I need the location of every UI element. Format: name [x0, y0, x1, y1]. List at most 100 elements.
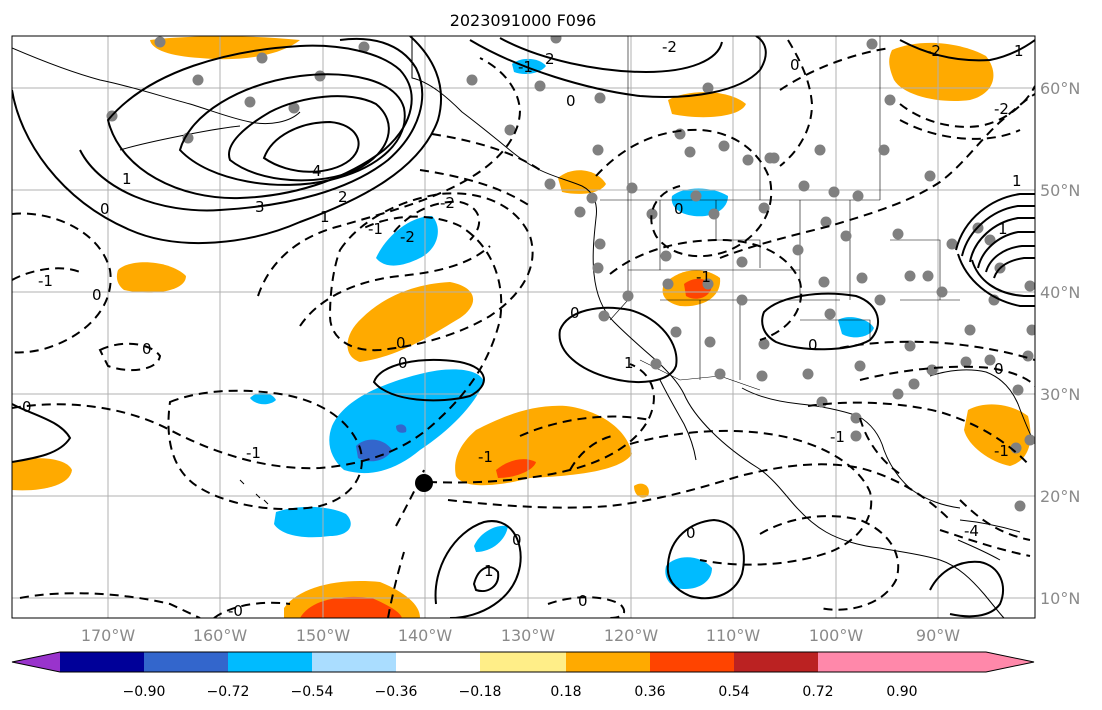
contour-label: -4 — [964, 522, 979, 540]
contour-label: 0 — [578, 592, 588, 610]
contour-label: 2 — [545, 50, 555, 68]
cyan-region — [474, 525, 508, 552]
colorbar-segment — [734, 652, 818, 672]
lon-tick-label: 120°W — [604, 626, 659, 645]
contour-label: -2 — [926, 42, 941, 60]
contour-label: 0 — [808, 336, 818, 354]
colorbar-tick-label: 0.90 — [886, 684, 917, 700]
lon-tick-label: 100°W — [809, 626, 864, 645]
contour-label: 1 — [320, 208, 330, 226]
orange-region — [455, 405, 632, 486]
colorbar-tick-label: −0.90 — [123, 684, 166, 700]
contour-label: 0 — [686, 524, 696, 542]
lat-tick-label: 20°N — [1040, 487, 1080, 506]
map-frame — [11, 35, 1036, 619]
gridlines — [12, 36, 1035, 618]
contour-label: 1 — [1014, 42, 1024, 60]
contour-label: 0 — [512, 531, 522, 549]
contour-label: -1 — [368, 220, 383, 238]
red-region — [496, 459, 536, 478]
contour-label: 2 — [338, 188, 348, 206]
lon-tick-label: 170°W — [81, 626, 136, 645]
lon-tick-label: 110°W — [706, 626, 761, 645]
cyan-region — [250, 392, 276, 405]
shaded-anomalies — [12, 36, 1031, 618]
contour-label: -1 — [518, 58, 533, 76]
contour-label: 0 — [22, 398, 32, 416]
lat-tick-label: 10°N — [1040, 589, 1080, 608]
map-area — [12, 36, 1035, 618]
contour-label: 1 — [998, 220, 1008, 238]
red-region — [300, 596, 402, 618]
contour-label: -0 — [228, 602, 243, 620]
contour-label: 0 — [566, 92, 576, 110]
contour-label: 0 — [100, 200, 110, 218]
contour-label: 1 — [624, 354, 634, 372]
colorbar-segment — [144, 652, 228, 672]
contour-labels: 4 3 2 1 1 0 -1 0 0 0 -1 -0 -1 -2 -2 0 0 … — [22, 38, 1024, 620]
colorbar-segment — [480, 652, 566, 672]
lat-tick-label: 50°N — [1040, 181, 1080, 200]
contour-label: -1 — [246, 444, 261, 462]
latitude-axis: 60°N 50°N 40°N 30°N 20°N 10°N — [1040, 79, 1080, 608]
colorbar-tick-label: −0.18 — [459, 684, 502, 700]
orange-region — [634, 483, 649, 498]
colorbar-tick-label: −0.36 — [375, 684, 418, 700]
colorbar-segment — [60, 652, 144, 672]
contour-label: 0 — [790, 56, 800, 74]
cyan-region — [665, 557, 712, 590]
blue-region — [396, 424, 407, 433]
blue-region — [356, 439, 392, 462]
contour-label: 3 — [255, 198, 265, 216]
lon-tick-label: 160°W — [193, 626, 248, 645]
negative-contours — [12, 39, 1035, 618]
contour-label: 0 — [994, 360, 1004, 378]
contour-label: 0 — [92, 286, 102, 304]
contour-label: -1 — [38, 272, 53, 290]
contour-label: -1 — [478, 448, 493, 466]
orange-region — [116, 262, 186, 293]
contour-label: 0 — [674, 200, 684, 218]
colorbar-extend-low — [12, 652, 60, 672]
lon-tick-label: 140°W — [398, 626, 453, 645]
orange-region — [668, 92, 746, 118]
positive-contours — [12, 36, 1035, 618]
colorbar-tick-label: −0.54 — [291, 684, 334, 700]
colorbar-tick-label: 0.72 — [802, 684, 833, 700]
orange-region — [558, 170, 606, 194]
colorbar-segment — [650, 652, 734, 672]
map-title: 2023091000 F096 — [450, 11, 597, 30]
orange-region — [347, 282, 474, 362]
colorbar-segment — [396, 652, 480, 672]
contour-label: -1 — [696, 268, 711, 286]
colorbar-tick-label: 0.36 — [634, 684, 665, 700]
colorbar-extend-high — [902, 652, 1034, 672]
lon-tick-label: 130°W — [501, 626, 556, 645]
cyan-region — [274, 506, 351, 538]
contour-label: -1 — [994, 442, 1009, 460]
contour-label: 0 — [570, 304, 580, 322]
colorbar-tick-label: 0.18 — [550, 684, 581, 700]
colorbar-segment — [818, 652, 902, 672]
cyan-region — [838, 317, 874, 338]
storm-position-marker — [415, 474, 433, 492]
contour-label: 1 — [1012, 172, 1022, 190]
lat-tick-label: 40°N — [1040, 283, 1080, 302]
contour-label: 0 — [396, 334, 406, 352]
colorbar-segment — [312, 652, 396, 672]
lon-tick-label: 150°W — [296, 626, 351, 645]
contour-label: -1 — [830, 428, 845, 446]
lat-tick-label: 30°N — [1040, 385, 1080, 404]
contour-label: -2 — [440, 194, 455, 212]
longitude-axis: 170°W 160°W 150°W 140°W 130°W 120°W 110°… — [81, 626, 960, 645]
contour-label: -2 — [994, 100, 1009, 118]
lat-tick-label: 60°N — [1040, 79, 1080, 98]
contour-label: 1 — [122, 170, 132, 188]
orange-region — [889, 42, 994, 102]
colorbar-segment — [228, 652, 312, 672]
contour-label: 4 — [312, 162, 322, 180]
contour-label: 1 — [484, 562, 494, 580]
lon-tick-label: 90°W — [916, 626, 960, 645]
orange-region — [12, 458, 72, 491]
